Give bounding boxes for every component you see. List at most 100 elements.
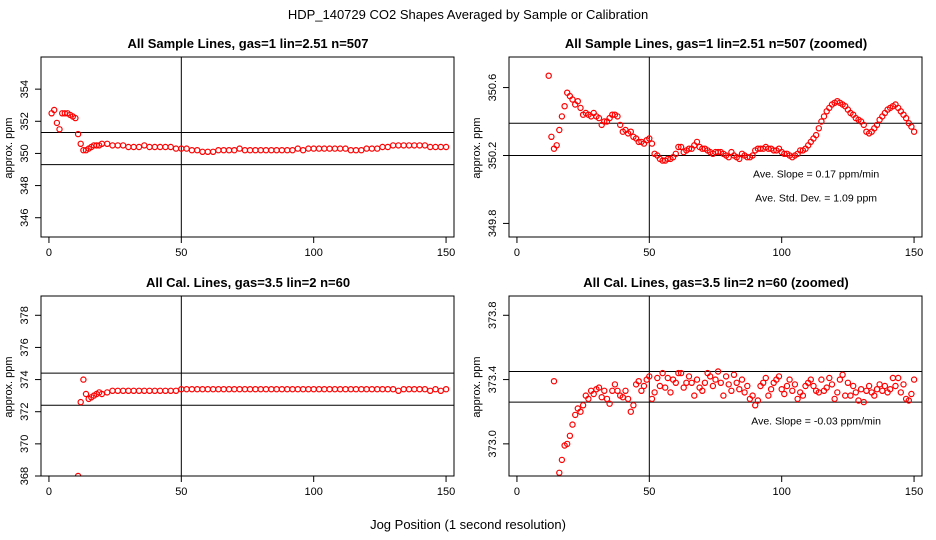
annotation: Ave. Std. Dev. = 1.09 ppm [755, 192, 877, 204]
data-point [656, 382, 664, 390]
data-point [141, 142, 148, 149]
data-point [561, 102, 568, 110]
x-tick-label: 50 [643, 486, 655, 498]
data-point [72, 114, 79, 122]
data-point [151, 143, 158, 151]
data-point [257, 146, 264, 154]
data-point [667, 389, 674, 396]
data-point [53, 119, 61, 127]
data-point [775, 373, 783, 380]
panel-cal-title: All Cal. Lines, gas=3.5 lin=2 n=60 [146, 275, 350, 290]
data-point [624, 395, 632, 403]
data-point [437, 143, 444, 151]
data-point [664, 374, 672, 382]
panel-cal-plot: 0 50 100 150 368 370 372 374 376 378 [19, 295, 455, 498]
data-point [252, 386, 259, 393]
data-point [421, 142, 429, 149]
data-point [590, 390, 597, 398]
data-point [442, 386, 450, 393]
data-point [688, 379, 695, 386]
x-tick-label: 0 [46, 486, 52, 498]
data-point [337, 386, 344, 393]
data-point [828, 381, 836, 388]
data-point [204, 148, 211, 155]
data-point [209, 148, 217, 155]
data-point [754, 397, 762, 404]
data-point [685, 145, 693, 152]
data-point [193, 386, 201, 393]
data-point [294, 386, 301, 393]
data-point [844, 379, 852, 386]
data-point [545, 72, 552, 79]
data-point [601, 387, 608, 394]
data-point [220, 146, 227, 154]
panel-cal: All Cal. Lines, gas=3.5 lin=2 n=60 appro… [3, 275, 455, 498]
data-point [781, 390, 788, 398]
data-point [860, 398, 868, 406]
data-point [691, 392, 698, 399]
data-point [246, 386, 254, 393]
data-point [130, 387, 137, 394]
data-point [699, 387, 706, 394]
data-point [572, 411, 579, 419]
y-tick-label: 372 [19, 403, 31, 421]
data-point [908, 123, 915, 130]
panel-cal-zoomed-plot: 0 50 100 150 373.0 373.4 373.8 Ave. Slope = -0.… [487, 295, 923, 498]
panel-sample-zoomed: All Sample Lines, gas=1 lin=2.51 n=507 (… [471, 36, 923, 259]
data-point [577, 408, 584, 415]
data-point [172, 145, 180, 152]
data-point [400, 142, 407, 149]
data-point [257, 386, 264, 393]
data-point [236, 145, 243, 152]
data-point [342, 145, 349, 152]
data-point [347, 146, 354, 154]
data-point [432, 143, 439, 151]
data-point [733, 379, 740, 386]
data-point [558, 456, 566, 464]
data-point [794, 395, 801, 403]
data-point [278, 386, 286, 393]
data-point [363, 145, 370, 152]
panel-sample-zoomed-title: All Sample Lines, gas=1 lin=2.51 n=507 (… [565, 36, 867, 51]
data-point [315, 386, 323, 393]
data-point [662, 384, 669, 391]
data-point [305, 386, 312, 393]
y-tick-label: 346 [19, 209, 31, 227]
data-point [685, 373, 693, 380]
data-point [614, 387, 621, 394]
data-point [569, 421, 576, 428]
data-point [119, 142, 127, 149]
data-point [294, 145, 301, 152]
data-point [714, 368, 722, 375]
data-point [284, 386, 291, 393]
data-point [427, 143, 434, 151]
x-tick-label: 50 [175, 247, 187, 259]
data-point [209, 386, 217, 393]
data-point [352, 386, 360, 393]
data-point [752, 402, 759, 409]
data-point [579, 402, 587, 409]
data-point [677, 143, 685, 151]
data-point [749, 152, 756, 159]
data-point [693, 376, 701, 383]
data-point [395, 387, 402, 394]
y-tick-label: 373.4 [487, 366, 499, 394]
data-point [778, 386, 785, 393]
data-point [812, 131, 820, 139]
data-point [363, 386, 370, 393]
y-tick-label: 373.0 [487, 430, 499, 458]
data-point [146, 387, 153, 394]
data-point [337, 145, 344, 152]
data-point [321, 386, 328, 393]
data-point [648, 140, 656, 147]
y-tick-label: 376 [19, 338, 31, 356]
data-point [183, 145, 190, 152]
data-point [852, 389, 860, 396]
data-point [810, 382, 817, 390]
data-point [897, 389, 905, 396]
data-point [374, 145, 381, 152]
data-point [358, 386, 365, 393]
data-point [646, 135, 653, 142]
data-point [342, 386, 349, 393]
